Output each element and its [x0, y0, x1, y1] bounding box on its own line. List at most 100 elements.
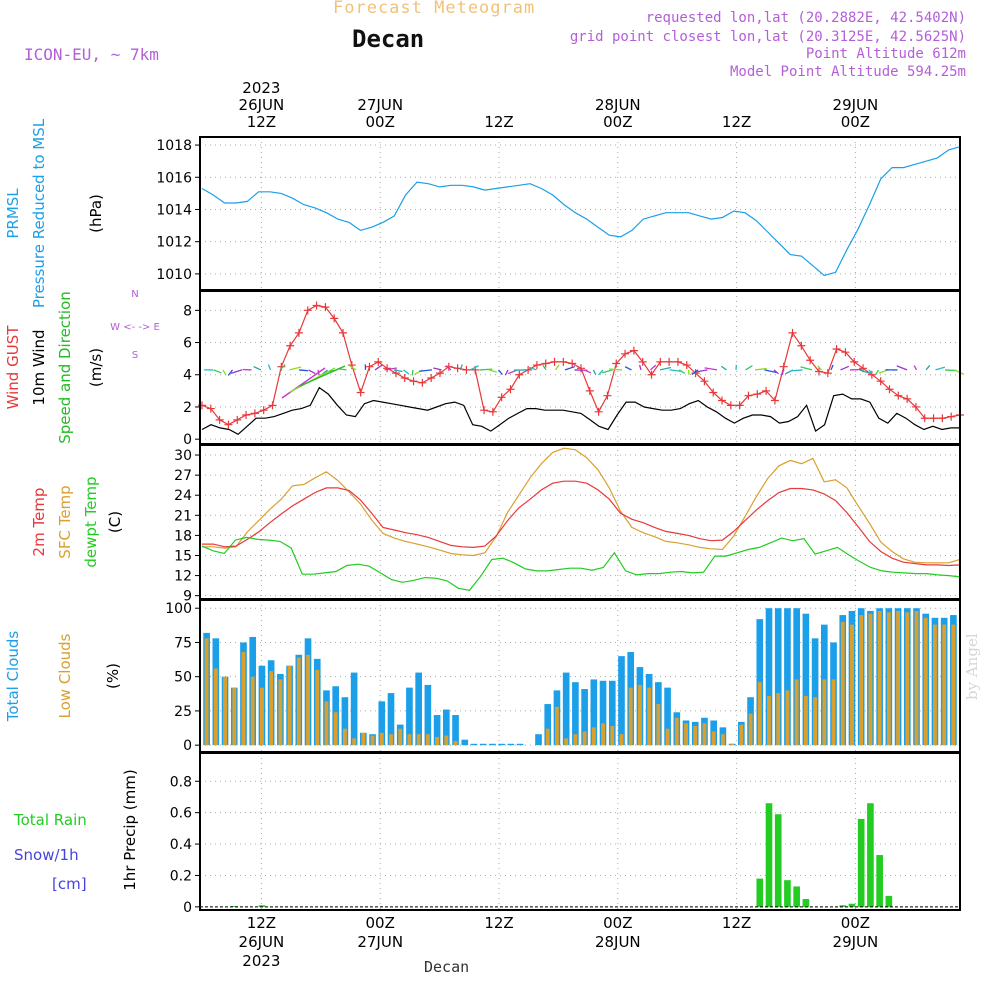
low_cloud-bar — [951, 624, 956, 746]
gust-marker — [215, 415, 224, 424]
gust-marker — [532, 361, 541, 370]
bottom-time-label: 27JUN — [357, 933, 403, 951]
gust-marker — [444, 362, 453, 371]
precip-snow-label: Snow/1h — [14, 846, 79, 864]
rain-bar — [784, 880, 791, 907]
low_cloud-bar — [831, 679, 836, 746]
panel-label: (C) — [106, 511, 124, 533]
total_cloud-bar — [664, 687, 671, 746]
wind-arrow — [896, 365, 908, 371]
wind-arrow — [773, 369, 779, 375]
total_cloud-bar — [479, 743, 487, 746]
sfc-line — [202, 447, 961, 564]
low_cloud-bar — [859, 615, 864, 746]
gust-marker — [427, 373, 436, 382]
gust-marker — [506, 385, 515, 394]
total_cloud-bar — [387, 693, 395, 746]
point-altitude: Point Altitude 612m — [805, 46, 966, 62]
gust-marker — [497, 393, 506, 402]
grid-layer — [200, 137, 960, 910]
wind-arrow — [498, 369, 503, 375]
gust-marker — [480, 406, 489, 415]
gust-marker — [665, 357, 674, 366]
gust-marker — [947, 412, 956, 421]
wind-arrow — [720, 365, 727, 371]
ytick-label: 1010 — [156, 267, 192, 283]
total_cloud-bar — [406, 687, 413, 746]
low_cloud-bar — [813, 697, 818, 746]
ytick-label: 15 — [174, 548, 192, 564]
total_cloud-bar — [498, 743, 505, 746]
ytick-label: 0.8 — [170, 774, 192, 790]
wind-arrow — [583, 369, 592, 374]
low_cloud-bar — [684, 723, 688, 746]
low_cloud-bar — [803, 695, 808, 746]
low_cloud-bar — [877, 610, 882, 746]
wind-arrow — [754, 367, 767, 371]
total_cloud-bar — [535, 734, 542, 746]
ytick-label: 9 — [183, 589, 192, 605]
rain-bar — [756, 878, 764, 907]
bottom-time-label: 12Z — [722, 914, 751, 932]
gust-marker — [911, 402, 920, 411]
wind-arrow — [704, 367, 718, 371]
precip-axis-label: 1hr Precip (mm) — [121, 769, 139, 890]
low_cloud-bar — [674, 717, 679, 746]
low_cloud-bar — [204, 638, 209, 746]
gust-marker — [841, 348, 850, 357]
wind-arrow — [349, 365, 357, 371]
wind-arrow — [554, 364, 560, 371]
low_cloud-bar — [398, 728, 403, 746]
low_cloud-bar — [407, 734, 412, 746]
wind-arrow — [687, 369, 690, 375]
rain-bar — [802, 899, 810, 907]
bottom-time-label: 12Z — [247, 914, 276, 932]
wind-arrow — [650, 364, 657, 371]
wind-arrow — [411, 369, 414, 376]
gust-marker — [612, 359, 621, 368]
model-label: ICON-EU, ~ 7km — [24, 45, 159, 64]
ytick-label: 1012 — [156, 235, 192, 251]
gust-marker — [938, 414, 947, 423]
wind-arrow — [403, 369, 410, 375]
gust-marker — [462, 365, 471, 374]
panel-label: Total Clouds — [4, 631, 22, 723]
chart-title: Forecast Meteogram — [333, 0, 536, 18]
low_cloud-bar — [370, 735, 375, 746]
gust-marker — [206, 404, 215, 413]
rain-bar — [765, 803, 773, 907]
gust-marker — [242, 411, 251, 420]
gust-marker — [268, 401, 277, 410]
top-time-label: 29JUN — [833, 96, 879, 114]
wind-arrow — [875, 369, 880, 376]
gust-marker — [303, 306, 312, 315]
bottom-time-label: 12Z — [484, 914, 513, 932]
bottom-time-label: 28JUN — [595, 933, 641, 951]
low_cloud-bar — [232, 687, 237, 746]
low_cloud-bar — [564, 738, 569, 746]
gust-marker — [656, 357, 665, 366]
gust-marker — [453, 364, 462, 373]
total_cloud-bar — [489, 743, 496, 746]
ytick-label: 18 — [174, 528, 192, 544]
top-time-label: 12Z — [484, 113, 513, 131]
low_cloud-bar — [555, 706, 559, 746]
low_cloud-bar — [342, 728, 347, 746]
gust-marker — [365, 362, 374, 371]
total_cloud-bar — [433, 715, 441, 746]
low_cloud-bar — [739, 724, 744, 746]
low_cloud-bar — [425, 734, 430, 746]
gust-marker — [621, 349, 630, 358]
low_cloud-bar — [767, 695, 771, 746]
low_cloud-bar — [665, 728, 670, 746]
low_cloud-bar — [794, 679, 799, 746]
gust-marker — [277, 362, 286, 371]
total_cloud-bar — [415, 672, 422, 746]
ytick-label: 0 — [183, 738, 192, 754]
gust-marker — [488, 407, 497, 416]
low_cloud-bar — [453, 741, 458, 746]
wind-arrow — [504, 369, 509, 376]
top-time-label: 12Z — [247, 113, 276, 131]
total_cloud-bar — [802, 613, 810, 746]
wind-arrow — [459, 364, 463, 371]
